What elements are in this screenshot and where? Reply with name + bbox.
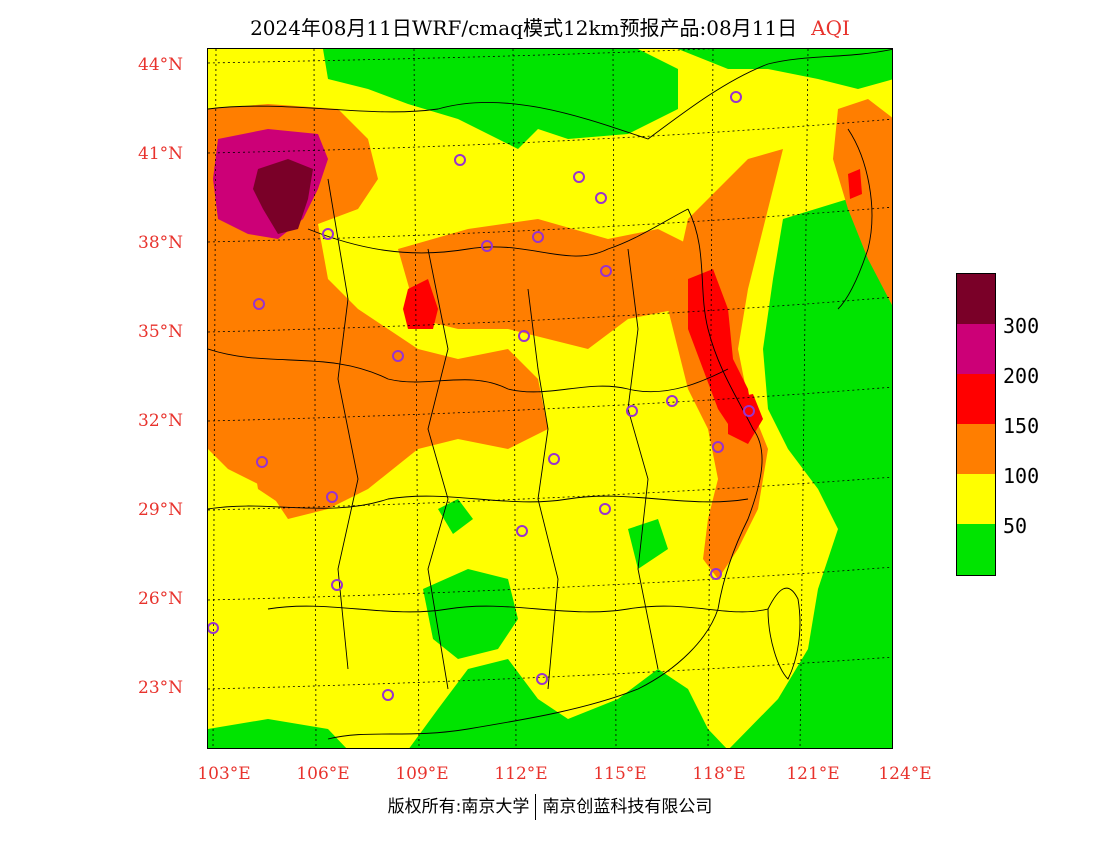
lat-label-35: 35°N	[138, 322, 184, 342]
title-variable: AQI	[811, 16, 850, 40]
legend-swatch-sensitive	[957, 424, 995, 474]
lat-label-32: 32°N	[138, 411, 184, 431]
lat-label-29: 29°N	[138, 500, 184, 520]
lat-label-23: 23°N	[138, 678, 184, 698]
legend-label-200: 200	[1003, 364, 1040, 388]
legend-label-150: 150	[1003, 414, 1040, 438]
southern-green	[409, 659, 727, 748]
legend-label-300: 300	[1003, 314, 1040, 338]
northern-green	[678, 49, 892, 89]
central-green	[438, 499, 473, 534]
shandong-red	[688, 269, 753, 439]
guangxi-green	[423, 569, 518, 659]
map-title: 2024年08月11日WRF/cmaq模式12km预报产品:08月11日 AQI	[0, 12, 1100, 41]
sea-green	[729, 199, 892, 748]
footer-right: 南京创蓝科技有限公司	[542, 797, 713, 817]
mongolia-green	[323, 49, 678, 149]
lon-label-112: 112°E	[494, 764, 548, 784]
shanxi-red	[403, 279, 438, 329]
lon-label-115: 115°E	[593, 764, 647, 784]
map-frame	[207, 48, 893, 749]
aqi-legend	[956, 273, 996, 576]
footer-left: 版权所有:南京大学	[387, 797, 530, 817]
lon-label-106: 106°E	[296, 764, 350, 784]
lat-label-38: 38°N	[138, 233, 184, 253]
lat-label-26: 26°N	[138, 589, 184, 609]
legend-swatch-moderate	[957, 474, 995, 524]
copyright-footer: 版权所有:南京大学 南京创蓝科技有限公司	[0, 792, 1100, 820]
legend-label-100: 100	[1003, 464, 1040, 488]
good-aqi-regions	[208, 49, 892, 748]
graticule	[208, 49, 892, 748]
legend-swatch-hazardous	[957, 274, 995, 324]
sichuan-orange	[248, 419, 358, 509]
legend-swatch-good	[957, 524, 995, 575]
lon-label-118: 118°E	[692, 764, 746, 784]
jiangxi-green	[628, 519, 668, 569]
lon-label-109: 109°E	[395, 764, 449, 784]
northeast-orange	[833, 99, 892, 306]
legend-swatch-very-unhealthy	[957, 324, 995, 374]
footer-separator	[535, 794, 537, 820]
southwest-green	[208, 719, 347, 748]
north-china-orange	[398, 219, 708, 349]
lon-label-121: 121°E	[786, 764, 840, 784]
desert-maroon	[253, 159, 313, 234]
aqi-map	[208, 49, 892, 748]
lon-label-124: 124°E	[878, 764, 932, 784]
lon-label-103: 103°E	[197, 764, 251, 784]
legend-swatch-unhealthy	[957, 374, 995, 424]
boundaries	[208, 49, 892, 740]
very-unhealthy-aqi-regions	[213, 129, 328, 239]
korea-red	[848, 169, 862, 199]
legend-label-50: 50	[1003, 514, 1028, 538]
city-markers	[208, 91, 755, 701]
unhealthy-aqi-regions	[403, 169, 862, 444]
title-main: 2024年08月11日WRF/cmaq模式12km预报产品:08月11日	[250, 16, 798, 40]
lat-label-41: 41°N	[138, 144, 184, 164]
lat-label-44: 44°N	[138, 55, 184, 75]
